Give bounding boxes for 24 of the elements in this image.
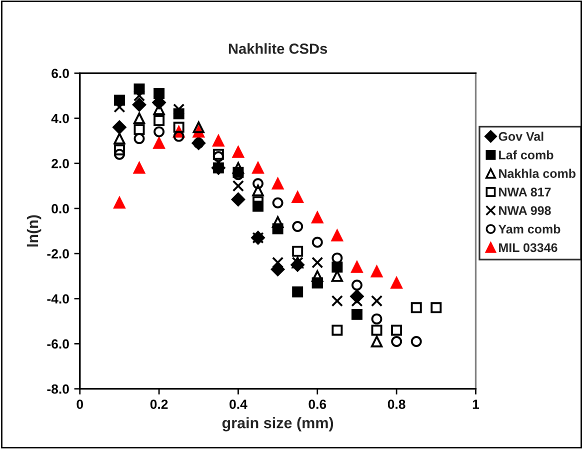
chart-title: Nakhlite CSDs bbox=[228, 43, 328, 54]
x-tick-label: 0.8 bbox=[388, 400, 406, 409]
x-tick-label: 0.4 bbox=[230, 400, 248, 409]
legend-label: Gov Val bbox=[498, 132, 544, 141]
x-tick-label: 0.6 bbox=[308, 400, 326, 409]
legend-label: NWA 817 bbox=[499, 188, 551, 196]
y-tick-label: -6.0 bbox=[47, 339, 69, 349]
y-tick-label: -8.0 bbox=[47, 384, 69, 394]
y-tick-label: -2.0 bbox=[47, 249, 69, 258]
legend-label: NWA 998 bbox=[499, 206, 551, 216]
y-tick-label: 0.0 bbox=[52, 204, 69, 214]
y-tick-label: 4.0 bbox=[51, 114, 69, 124]
y-axis-title: ln(n) bbox=[26, 215, 42, 246]
y-tick-label: -4.0 bbox=[47, 294, 69, 304]
x-tick-label: 0 bbox=[76, 400, 83, 409]
legend-label: MIL 03346 bbox=[499, 243, 558, 252]
x-tick-label: 0.2 bbox=[150, 400, 168, 409]
y-tick-label: 6.0 bbox=[52, 68, 69, 78]
legend-label: Nakhla comb bbox=[499, 168, 576, 178]
legend-label: Yam comb bbox=[498, 224, 560, 234]
legend-label: Laf comb bbox=[499, 150, 554, 160]
x-tick-label: 1 bbox=[472, 400, 480, 409]
x-axis-title: grain size (mm) bbox=[222, 417, 334, 432]
y-tick-label: 2.0 bbox=[52, 158, 69, 168]
